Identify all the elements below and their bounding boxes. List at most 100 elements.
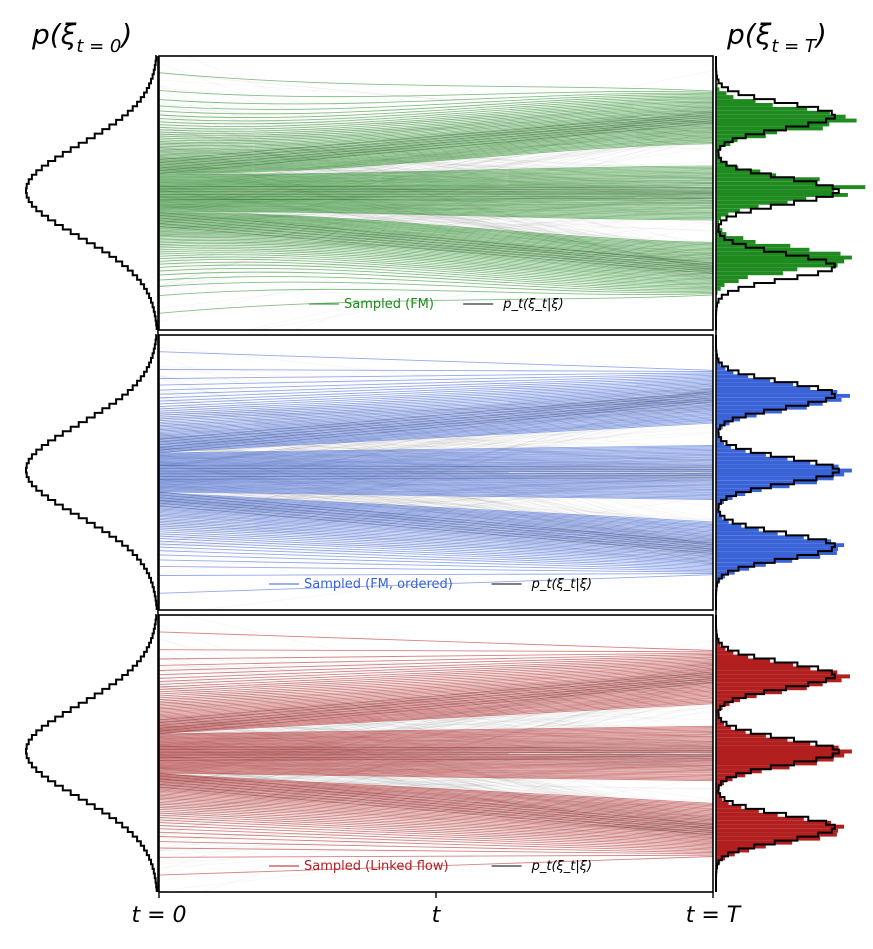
- sampled-path: [159, 185, 713, 189]
- sampled-path: [159, 220, 713, 253]
- sampled-path: [159, 351, 713, 371]
- histogram-bar: [716, 761, 817, 766]
- histogram-bar: [716, 134, 766, 139]
- panel-frame: [158, 55, 714, 331]
- sampled-path: [159, 475, 713, 478]
- target-density-curve: [715, 56, 840, 330]
- sampled-path: [159, 510, 713, 544]
- sampled-path: [159, 115, 713, 149]
- histogram-bar: [716, 259, 845, 264]
- target-histogram: [716, 358, 852, 587]
- histogram-bar: [716, 507, 719, 512]
- sampled-path: [159, 482, 713, 488]
- sampled-path: [159, 701, 713, 733]
- histogram-bar: [716, 646, 726, 651]
- sampled-path: [159, 261, 713, 287]
- sampled-path: [159, 691, 713, 725]
- histogram-bar: [716, 698, 741, 703]
- sampled-path: [159, 201, 713, 207]
- sampled-path: [159, 212, 713, 243]
- sampled-path: [159, 498, 713, 530]
- sampled-path: [159, 387, 713, 418]
- sampled-path: [159, 789, 713, 823]
- histogram-bar: [716, 126, 823, 131]
- histogram-bar: [716, 114, 846, 119]
- sampled-path: [159, 477, 713, 482]
- sampled-path: [159, 653, 713, 666]
- sampled-path: [159, 806, 713, 838]
- sampled-path: [159, 129, 713, 163]
- histogram-bar: [716, 456, 788, 461]
- sampled-path: [159, 483, 713, 490]
- sampled-path: [159, 179, 713, 185]
- sampled-path: [159, 667, 713, 699]
- sampled-path: [159, 405, 713, 438]
- sampled-path: [159, 105, 713, 136]
- sampled-path: [159, 254, 713, 283]
- sampled-path: [159, 202, 713, 208]
- sampled-path: [159, 730, 713, 739]
- sampled-path: [159, 276, 713, 292]
- sampled-path: [159, 96, 713, 119]
- histogram-bar: [716, 793, 720, 798]
- sampled-path: [159, 698, 713, 730]
- histogram-bar: [716, 836, 821, 841]
- sampled-paths: [159, 631, 713, 876]
- sampled-path: [159, 696, 713, 729]
- histogram-bar: [716, 464, 839, 469]
- histogram-bar: [716, 421, 730, 426]
- sampled-path: [159, 476, 713, 480]
- sampled-path: [159, 466, 713, 470]
- sampled-path: [159, 519, 713, 552]
- sampled-path: [159, 237, 713, 271]
- sampled-path: [159, 782, 713, 816]
- histogram-bar: [716, 777, 733, 782]
- histogram-bar: [716, 106, 808, 111]
- right-marginal-title: p(ξt = T): [726, 18, 827, 57]
- histogram-bar: [716, 441, 724, 445]
- sampled-path: [159, 738, 713, 744]
- sampled-path: [159, 772, 713, 782]
- sampled-path: [159, 417, 713, 449]
- sampled-path: [159, 854, 713, 858]
- sampled-path: [159, 205, 713, 212]
- histogram-bar: [716, 405, 807, 410]
- sampled-path: [159, 520, 713, 553]
- sampled-path: [159, 264, 713, 288]
- sampled-path: [159, 225, 713, 259]
- sampled-path: [159, 186, 713, 190]
- sampled-path: [159, 271, 713, 291]
- histogram-bar: [716, 741, 811, 746]
- sampled-path: [159, 203, 713, 210]
- sampled-path: [159, 120, 713, 155]
- sampled-path: [159, 180, 713, 186]
- sampled-path: [159, 166, 713, 176]
- histogram-bar: [716, 247, 810, 252]
- histogram-bar: [716, 694, 757, 699]
- sampled-path: [159, 749, 713, 752]
- sampled-path: [159, 211, 713, 221]
- histogram-bar: [716, 539, 832, 544]
- sampled-path: [159, 394, 713, 428]
- histogram-bar: [716, 212, 729, 217]
- sampled-path: [159, 399, 713, 433]
- sampled-path: [159, 685, 713, 719]
- sampled-path: [159, 522, 713, 554]
- sampled-path: [159, 735, 713, 742]
- sampled-path: [159, 684, 713, 718]
- sampled-path: [159, 455, 713, 462]
- sampled-path: [159, 238, 713, 272]
- sampled-path: [159, 132, 713, 165]
- sampled-path: [159, 670, 713, 702]
- histogram-bar: [716, 460, 811, 465]
- sampled-path: [159, 507, 713, 540]
- sampled-path: [159, 100, 713, 128]
- histogram-bar: [716, 519, 729, 524]
- sampled-path: [159, 527, 713, 558]
- sampled-path: [159, 243, 713, 276]
- sampled-path: [159, 856, 713, 876]
- sampled-path: [159, 773, 713, 804]
- target-histogram: [716, 83, 866, 295]
- histogram-bar: [716, 824, 845, 829]
- sampled-path: [159, 658, 713, 682]
